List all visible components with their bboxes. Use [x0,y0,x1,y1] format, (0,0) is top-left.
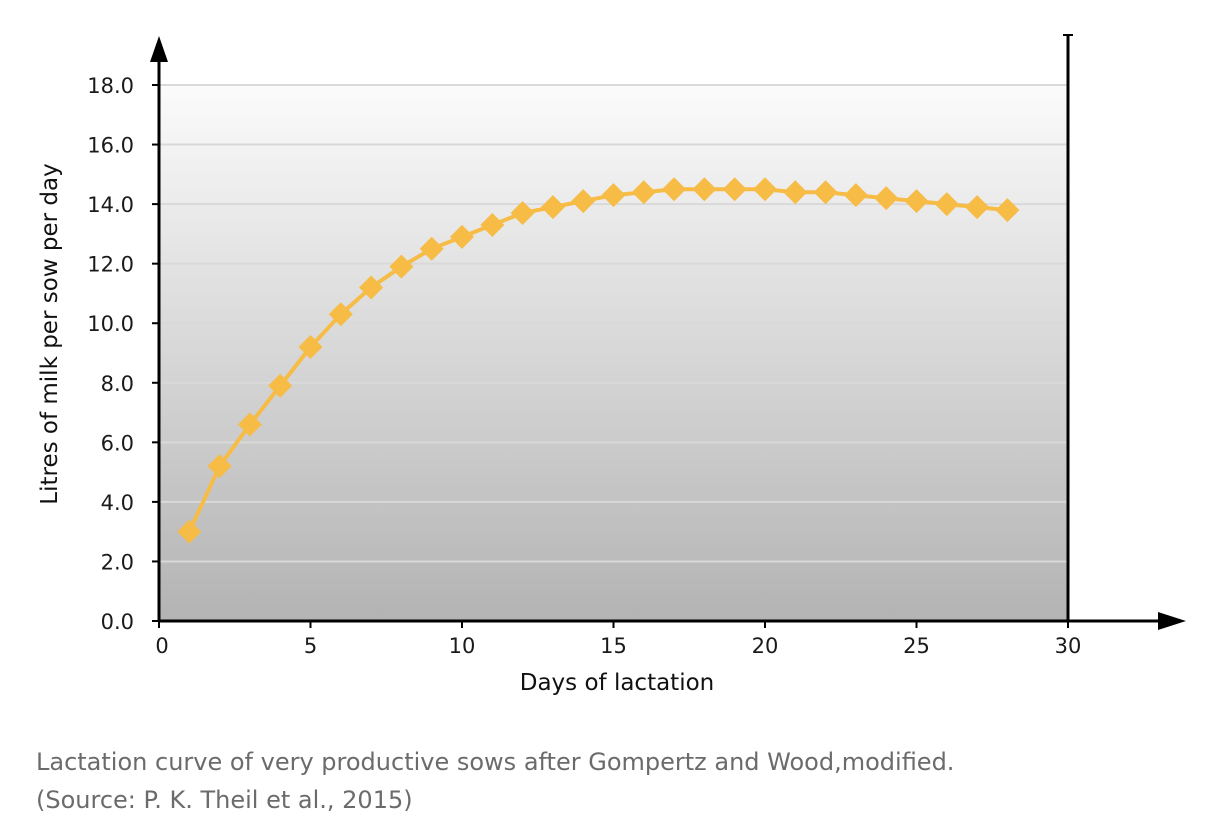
y-tick-label: 2.0 [101,550,134,574]
x-axis-arrow [1158,612,1186,630]
data-point-marker [692,177,717,202]
data-point-marker [268,373,293,398]
y-tick-label: 4.0 [101,491,134,515]
y-tick-label: 18.0 [87,74,134,98]
y-tick-label: 0.0 [101,610,134,634]
data-point-marker [783,180,808,205]
data-point-marker [571,189,596,214]
data-point-marker [934,192,959,217]
data-point-marker [813,180,838,205]
series-milk-yield [177,177,1020,544]
x-tick-label: 5 [304,634,317,658]
data-point-marker [631,180,656,205]
data-point-marker [237,412,262,437]
data-point-marker [965,195,990,220]
data-point-marker [450,224,474,249]
y-axis-arrow [150,36,168,62]
data-point-marker [177,519,202,544]
data-point-marker [753,177,777,202]
data-point-marker [389,254,414,279]
y-tick-label: 12.0 [87,253,134,277]
y-tick-label: 10.0 [87,312,134,336]
x-tick-label: 10 [449,634,476,658]
x-tick-label: 30 [1055,634,1082,658]
y-tick-label: 8.0 [101,372,134,396]
data-point-marker [995,198,1020,223]
figure-caption: Lactation curve of very productive sows … [36,748,955,776]
x-tick-labels: 0 5 10 15 20 25 30 [155,634,1081,658]
lactation-chart: 0.0 2.0 4.0 6.0 8.0 10.0 12.0 14.0 16.0 18.0 0 5 10… [37,34,1186,696]
data-point-marker [662,177,687,202]
data-point-marker [419,236,444,261]
y-tick-labels: 0.0 2.0 4.0 6.0 8.0 10.0 12.0 14.0 16.0 18.0 [87,74,134,634]
data-point-marker [207,454,232,479]
data-point-marker [480,212,505,237]
data-point-marker [359,275,384,300]
x-tick-label: 15 [600,634,627,658]
data-point-marker [601,183,626,208]
data-point-marker [510,201,535,226]
data-point-marker [843,183,868,208]
gridlines [159,84,1068,563]
axes [150,34,1186,630]
data-point-marker [722,177,747,202]
y-axis-title: Litres of milk per sow per day [37,163,63,504]
plot-area [159,85,1068,621]
figure-source: (Source: P. K. Theil et al., 2015) [36,786,413,814]
x-tick-label: 25 [903,634,930,658]
series-line [187,187,1008,533]
data-point-marker [298,335,323,360]
x-axis-title: Days of lactation [520,670,715,696]
x-tick-label: 20 [752,634,779,658]
data-point-marker [328,302,353,327]
data-point-marker [540,195,565,220]
y-tick-label: 16.0 [87,134,134,158]
data-point-marker [904,189,929,214]
x-tick-label: 0 [155,634,168,658]
y-tick-label: 6.0 [101,431,134,455]
y-tick-label: 14.0 [87,193,134,217]
data-point-marker [874,186,899,211]
